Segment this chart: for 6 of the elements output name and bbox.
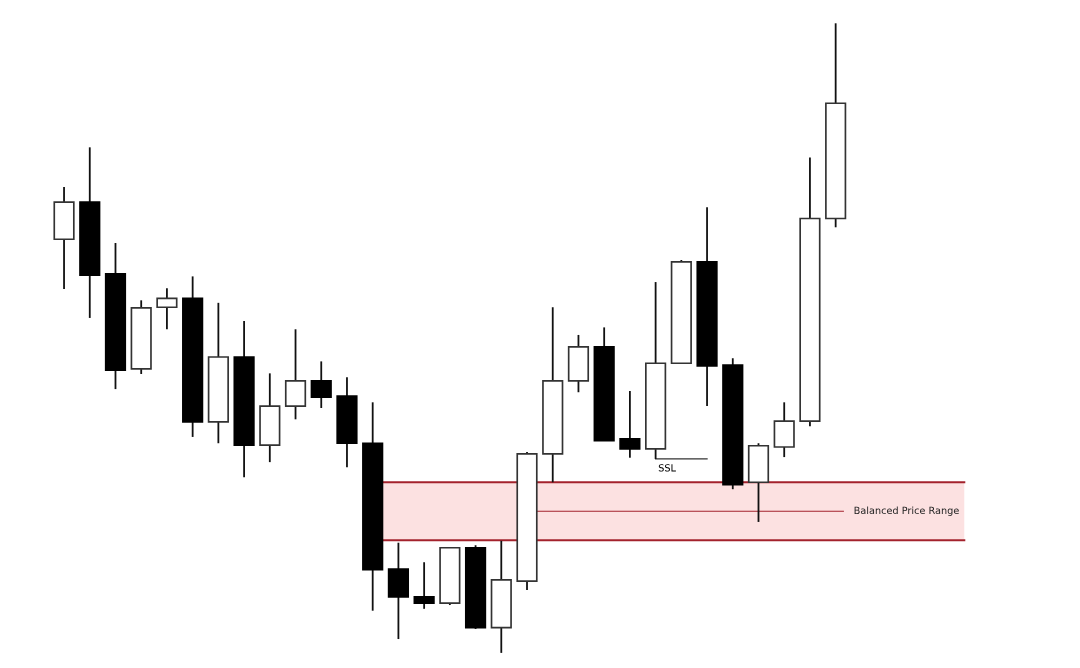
candlestick (619, 390, 641, 459)
candlestick (413, 561, 435, 610)
candlestick (156, 287, 178, 331)
ref-line-label: SSL (658, 464, 676, 472)
candlestick (310, 360, 332, 409)
ref-line-label: Balanced Price Range (854, 506, 959, 516)
